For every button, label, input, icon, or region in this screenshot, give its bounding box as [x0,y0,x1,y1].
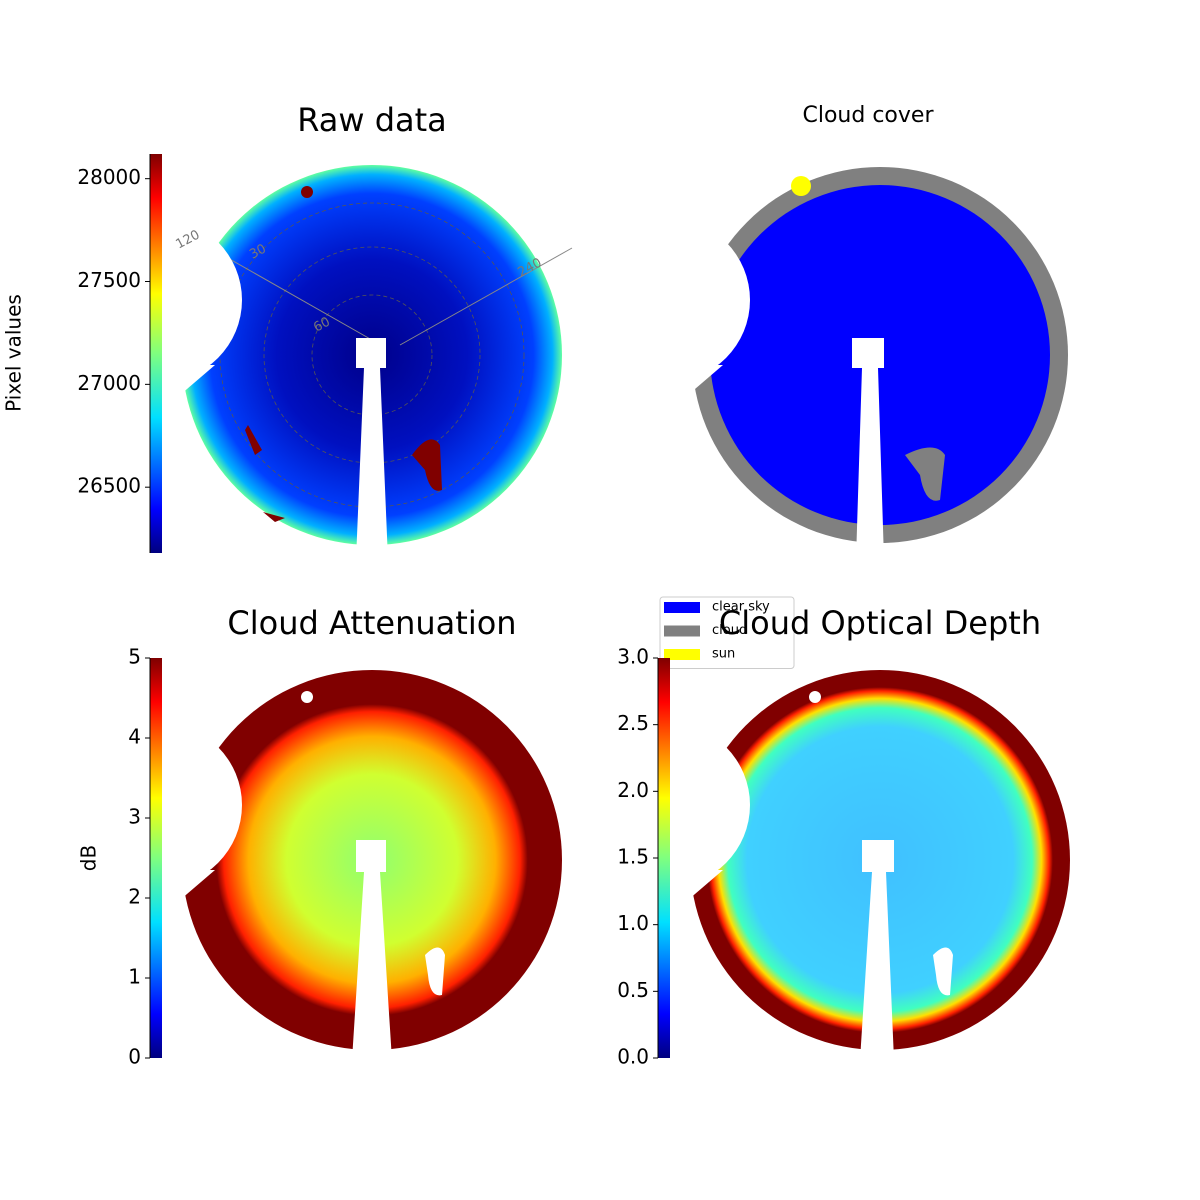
tick-label: 1 [128,965,141,989]
tick-label: 28000 [77,165,141,189]
polar-label: 30 [247,241,269,262]
tick-label: 1.5 [617,845,649,869]
tick-label: 2 [128,885,141,909]
tick-label: 1.0 [617,911,649,935]
legend-label: cloud [712,623,747,638]
tick-label: 2.0 [617,778,649,802]
polar-label: 60 [311,314,333,335]
colorbar-label: Pixel values [2,294,26,412]
tick-label: 0.5 [617,978,649,1002]
tick-label: 27500 [77,268,141,292]
colorbar [150,154,162,553]
legend-label: sun [712,647,735,662]
tick-label: 2.5 [617,711,649,735]
legend-label: clear sky [712,600,770,615]
tick-label: 27000 [77,371,141,395]
colorbar [658,658,670,1058]
tick-label: 26500 [77,474,141,498]
chart-title: Cloud Attenuation [227,604,516,642]
chart-title: Cloud cover [803,103,935,128]
chart-title: Cloud Optical Depth [719,604,1041,642]
colorbar-label: dB [77,845,101,871]
colorbar [150,658,162,1058]
tick-label: 3 [128,805,141,829]
tick-label: 0.0 [617,1045,649,1069]
legend-swatch [664,602,700,613]
legend-swatch [664,625,700,637]
chart-title: Raw data [297,101,447,139]
chart-elements: Raw data 26500 27000 27500 28000 Pixel values… [2,101,1042,1069]
tick-label: 3.0 [617,645,649,669]
tick-label: 5 [128,645,141,669]
tick-label: 0 [128,1045,141,1069]
legend-swatch [664,649,700,660]
tick-label: 4 [128,725,141,749]
